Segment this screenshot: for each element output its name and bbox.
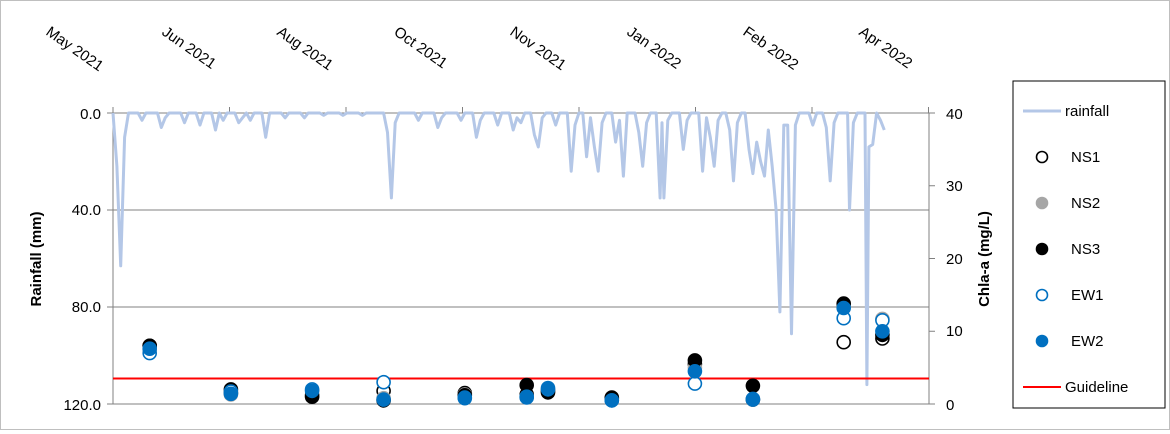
x-tick-label: Jan 2022 [624, 23, 684, 72]
x-tick-labels: May 2021 Jun 2021 Aug 2021 Oct 2021 Nov … [43, 23, 916, 75]
legend-item-EW1: EW1 [1035, 287, 1104, 304]
point-ew2 [687, 363, 703, 379]
y-right-tick-labels: 40 30 20 10 0 [946, 106, 963, 414]
legend-item-NS2: NS2 [1035, 195, 1100, 212]
legend-label: NS1 [1071, 149, 1100, 166]
y-left-tick-label: 0.0 [80, 106, 101, 123]
legend-marker-ns2 [1035, 196, 1049, 210]
legend-item-NS3: NS3 [1035, 241, 1100, 258]
point-ew2 [604, 393, 620, 408]
point-ew2 [142, 341, 157, 357]
point-ns1 [836, 334, 852, 350]
x-tick-label: May 2021 [43, 23, 107, 75]
sample-points [142, 296, 890, 408]
x-tick-label: Nov 2021 [507, 23, 569, 74]
legend-item-rainfall: rainfall [1023, 103, 1109, 120]
legend-marker-ew2 [1035, 334, 1049, 348]
x-tick-label: Jun 2021 [159, 23, 219, 72]
point-ew2 [304, 383, 320, 399]
x-tick-label: Aug 2021 [274, 23, 336, 74]
legend: rainfall NS1 NS2 NS3 EW1 EW2 Guideline [1012, 80, 1166, 409]
point-ew2 [376, 392, 391, 407]
legend-label: NS3 [1071, 241, 1100, 258]
point-ew2 [745, 392, 761, 407]
y-right-axis-title: Chla-a (mg/L) [976, 211, 993, 307]
y-right-tick-label: 30 [946, 178, 963, 195]
point-ns3 [745, 378, 761, 394]
legend-label: EW2 [1071, 333, 1104, 350]
legend-label: Guideline [1065, 379, 1128, 396]
point-ew2 [875, 323, 890, 339]
legend-label: EW1 [1071, 287, 1104, 304]
point-ew2 [457, 390, 473, 405]
gridlines [107, 107, 935, 405]
legend-label: rainfall [1065, 103, 1109, 120]
y-left-axis-title: Rainfall (mm) [28, 211, 45, 306]
y-right-tick-label: 40 [946, 106, 963, 123]
legend-item-guideline: Guideline [1023, 379, 1128, 396]
y-right-tick-label: 10 [946, 323, 963, 340]
point-ew2 [519, 389, 535, 405]
rainfall-layer [111, 111, 886, 387]
y-right-tick-label: 20 [946, 251, 963, 268]
legend-marker-ew1 [1035, 288, 1049, 302]
rainfall-series-line [111, 111, 886, 387]
y-left-tick-labels: 0.0 40.0 80.0 120.0 [63, 106, 101, 414]
point-ew2 [540, 380, 556, 396]
y-right-tick-label: 0 [946, 397, 954, 414]
point-ew1 [687, 376, 703, 391]
y-left-tick-label: 120.0 [63, 397, 101, 414]
legend-item-NS1: NS1 [1035, 149, 1100, 166]
point-ew2 [836, 300, 852, 316]
legend-marker-ns3 [1035, 242, 1049, 256]
legend-label: NS2 [1071, 195, 1100, 212]
x-tick-label: Feb 2022 [740, 23, 802, 73]
point-ew2 [223, 386, 239, 402]
legend-item-EW2: EW2 [1035, 333, 1104, 350]
point-ew1 [376, 374, 391, 390]
x-tick-label: Apr 2022 [856, 23, 916, 72]
x-tick-label: Oct 2021 [391, 23, 451, 72]
y-left-tick-label: 40.0 [72, 202, 101, 219]
y-left-tick-label: 80.0 [72, 299, 101, 316]
legend-marker-ns1 [1035, 150, 1049, 164]
